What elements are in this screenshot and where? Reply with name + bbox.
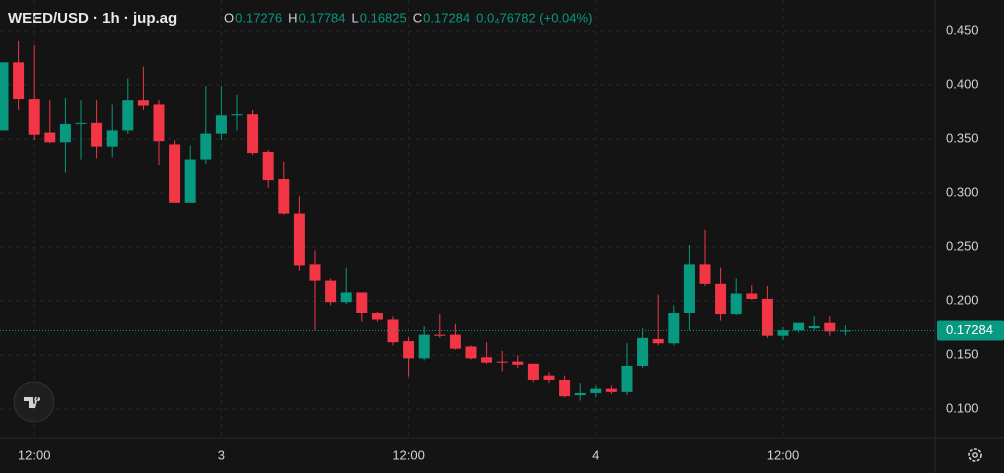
candle-body — [340, 292, 352, 303]
settings-icon[interactable] — [968, 448, 982, 462]
y-tick-label: 0.350 — [946, 130, 979, 145]
gear-inner[interactable] — [972, 452, 978, 458]
candle-body — [325, 280, 337, 303]
candle-body — [465, 346, 477, 359]
candle-body — [262, 152, 274, 181]
y-tick-label: 0.200 — [946, 293, 979, 308]
last-price-box — [937, 320, 1004, 341]
candle-body — [761, 298, 773, 336]
candle-body — [184, 159, 196, 203]
candle-body — [777, 330, 789, 336]
x-tick-label: 12:00 — [392, 447, 425, 462]
candle-body — [13, 62, 25, 100]
y-tick-label: 0.400 — [946, 76, 979, 91]
candle-body — [683, 264, 695, 313]
candle-body — [808, 325, 820, 329]
candle-body — [793, 322, 805, 331]
candle-body — [559, 379, 571, 397]
candle-body — [574, 392, 586, 396]
candle-body — [543, 375, 555, 380]
candle-body — [699, 264, 711, 284]
candle-body — [605, 388, 617, 392]
x-tick-label: 4 — [592, 447, 599, 462]
candle-body — [309, 264, 321, 281]
candle-body — [590, 388, 602, 393]
candle-body — [293, 213, 305, 266]
candle-body — [215, 115, 227, 134]
candle-body — [481, 357, 493, 363]
change-value: 0.0₄76782 (+0.04%) — [476, 10, 592, 25]
candle-body — [403, 341, 415, 359]
x-tick-label: 3 — [218, 447, 225, 462]
y-tick-label: 0.250 — [946, 239, 979, 254]
candle-body — [91, 122, 103, 147]
candle-body — [200, 133, 212, 160]
candle-body — [418, 334, 430, 359]
candle-body — [496, 361, 508, 363]
candle-body — [512, 361, 524, 365]
chart-title: WEED/USD · 1h · jup.ag — [8, 10, 177, 27]
candle-body — [0, 62, 9, 131]
candle-body — [434, 334, 446, 336]
last-price-label: 0.17284 — [946, 322, 993, 337]
ohlc-value: 0.17276 — [235, 10, 282, 25]
candle-body — [106, 130, 118, 147]
header: WEED/USD · 1h · jup.ag O 0.17276 H 0.17784 L 0… — [8, 10, 592, 27]
candle-body — [715, 283, 727, 315]
candle-body — [527, 363, 539, 380]
candle-body — [371, 312, 383, 320]
candle-body — [356, 292, 368, 313]
candle-body — [839, 330, 851, 332]
y-tick-label: 0.300 — [946, 185, 979, 200]
gear-outer[interactable] — [968, 448, 982, 462]
y-tick-label: 0.450 — [946, 22, 979, 37]
candle-body — [449, 334, 461, 349]
candle-body — [668, 312, 680, 344]
candle-body — [231, 114, 243, 116]
candle-body — [730, 293, 742, 315]
candle-body — [169, 144, 181, 203]
candle-body — [75, 122, 87, 124]
ohlc-label: H — [288, 10, 297, 25]
candle-body — [637, 337, 649, 366]
candle-body — [153, 104, 165, 142]
candle-body — [137, 100, 149, 106]
ohlc-value: 0.17784 — [299, 10, 346, 25]
candle-body — [59, 123, 71, 143]
ohlc-value: 0.16825 — [360, 10, 407, 25]
candle-body — [44, 132, 56, 143]
logo-mark — [24, 397, 41, 408]
ohlc-label: C — [413, 10, 422, 25]
y-tick-label: 0.100 — [946, 401, 979, 416]
candle-body — [746, 293, 758, 299]
candle-body — [28, 99, 40, 135]
x-tick-label: 12:00 — [18, 447, 51, 462]
candle-body — [247, 114, 259, 154]
candle-body — [122, 100, 134, 131]
candle-body — [652, 338, 664, 344]
ohlc-value: 0.17284 — [423, 10, 470, 25]
candle-body — [621, 365, 633, 392]
y-tick-label: 0.150 — [946, 347, 979, 362]
candle-body — [824, 322, 836, 332]
ohlc-label: L — [352, 10, 359, 25]
candle-body — [278, 179, 290, 214]
ohlc-label: O — [224, 10, 234, 25]
x-tick-label: 12:00 — [767, 447, 800, 462]
